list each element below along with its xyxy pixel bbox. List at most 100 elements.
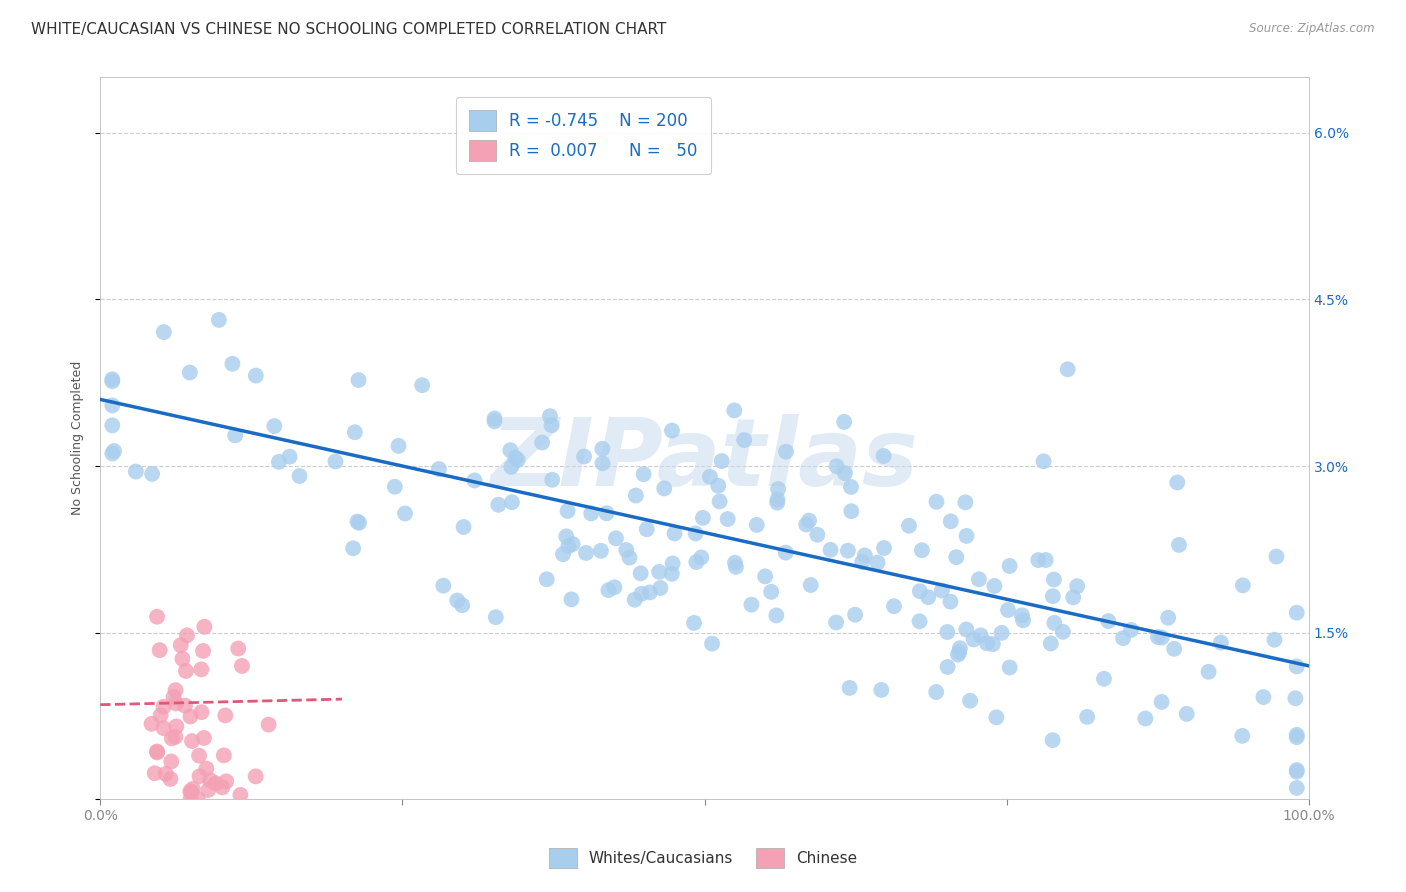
- Point: [343, 425, 366, 440]
- Point: [1135, 711, 1157, 725]
- Point: [557, 539, 579, 553]
- Point: [575, 546, 598, 560]
- Point: [986, 710, 1008, 724]
- Point: [1284, 691, 1306, 706]
- Point: [346, 515, 368, 529]
- Point: [1232, 578, 1254, 592]
- Point: [501, 495, 523, 509]
- Point: [699, 470, 721, 484]
- Point: [1209, 635, 1232, 649]
- Point: [1285, 728, 1308, 742]
- Point: [967, 572, 990, 586]
- Point: [179, 366, 201, 380]
- Point: [226, 641, 249, 656]
- Point: [231, 659, 253, 673]
- Point: [581, 507, 603, 521]
- Point: [165, 719, 187, 733]
- Point: [983, 579, 1005, 593]
- Point: [193, 620, 215, 634]
- Point: [1097, 614, 1119, 628]
- Point: [636, 522, 658, 536]
- Point: [723, 403, 745, 417]
- Point: [765, 608, 787, 623]
- Point: [499, 443, 522, 458]
- Point: [1265, 549, 1288, 564]
- Point: [1150, 631, 1173, 645]
- Point: [685, 555, 707, 569]
- Point: [733, 433, 755, 447]
- Point: [387, 439, 409, 453]
- Point: [174, 698, 197, 713]
- Text: ZIPatlas: ZIPatlas: [491, 414, 918, 506]
- Text: WHITE/CAUCASIAN VS CHINESE NO SCHOOLING COMPLETED CORRELATION CHART: WHITE/CAUCASIAN VS CHINESE NO SCHOOLING …: [31, 22, 666, 37]
- Point: [955, 495, 977, 509]
- Point: [427, 462, 450, 476]
- Point: [873, 541, 896, 555]
- Point: [1285, 780, 1308, 795]
- Point: [745, 517, 768, 532]
- Point: [101, 398, 124, 412]
- Point: [179, 709, 201, 723]
- Point: [1232, 729, 1254, 743]
- Point: [195, 762, 218, 776]
- Point: [536, 572, 558, 586]
- Point: [775, 545, 797, 559]
- Point: [188, 769, 211, 783]
- Point: [170, 638, 193, 652]
- Point: [143, 766, 166, 780]
- Y-axis label: No Schooling Completed: No Schooling Completed: [72, 361, 84, 516]
- Point: [484, 411, 506, 425]
- Point: [710, 454, 733, 468]
- Point: [1056, 362, 1078, 376]
- Point: [794, 517, 817, 532]
- Point: [224, 428, 246, 442]
- Point: [623, 592, 645, 607]
- Point: [215, 774, 238, 789]
- Point: [347, 373, 370, 387]
- Point: [630, 587, 652, 601]
- Point: [908, 584, 931, 599]
- Point: [1263, 632, 1285, 647]
- Point: [883, 599, 905, 614]
- Point: [506, 453, 529, 467]
- Point: [538, 409, 561, 424]
- Point: [717, 512, 740, 526]
- Point: [1062, 591, 1084, 605]
- Point: [661, 424, 683, 438]
- Point: [103, 444, 125, 458]
- Point: [870, 682, 893, 697]
- Point: [998, 660, 1021, 674]
- Point: [501, 459, 523, 474]
- Point: [624, 489, 647, 503]
- Point: [820, 542, 842, 557]
- Point: [839, 504, 862, 518]
- Point: [149, 708, 172, 723]
- Point: [160, 755, 183, 769]
- Point: [1012, 613, 1035, 627]
- Point: [1157, 610, 1180, 624]
- Point: [1042, 733, 1064, 747]
- Point: [191, 644, 214, 658]
- Point: [898, 518, 921, 533]
- Point: [1163, 641, 1185, 656]
- Point: [1026, 553, 1049, 567]
- Point: [797, 514, 820, 528]
- Point: [650, 581, 672, 595]
- Point: [555, 529, 578, 543]
- Point: [591, 442, 613, 456]
- Point: [800, 578, 823, 592]
- Point: [411, 378, 433, 392]
- Point: [557, 504, 579, 518]
- Point: [1168, 538, 1191, 552]
- Point: [200, 773, 222, 788]
- Point: [245, 368, 267, 383]
- Point: [844, 607, 866, 622]
- Point: [394, 507, 416, 521]
- Point: [709, 494, 731, 508]
- Point: [180, 785, 202, 799]
- Point: [759, 584, 782, 599]
- Point: [661, 566, 683, 581]
- Point: [707, 479, 730, 493]
- Point: [633, 467, 655, 482]
- Point: [453, 520, 475, 534]
